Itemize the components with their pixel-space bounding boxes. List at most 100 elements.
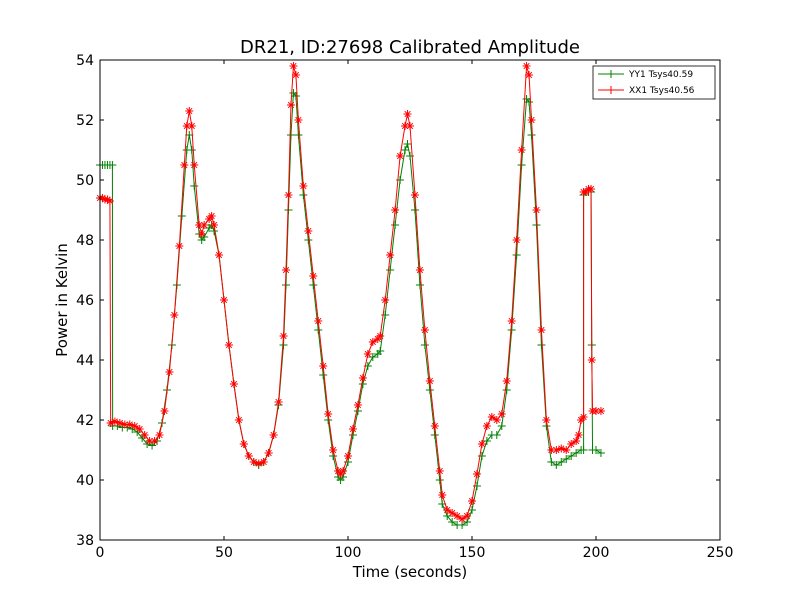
data-point <box>234 416 243 424</box>
data-point <box>197 230 206 238</box>
x-tick-label: 150 <box>459 545 486 561</box>
data-point <box>512 236 521 244</box>
data-point <box>401 146 410 154</box>
data-point <box>525 71 534 79</box>
data-point <box>175 242 184 250</box>
data-point <box>286 131 295 139</box>
data-point <box>557 458 566 466</box>
data-point <box>363 350 372 358</box>
data-point <box>596 407 605 415</box>
data-point <box>502 386 511 394</box>
data-point <box>309 272 318 280</box>
data-point <box>410 206 419 214</box>
data-point <box>368 338 377 346</box>
data-point <box>537 326 546 334</box>
data-point <box>435 476 444 484</box>
x-axis-label: Time (seconds) <box>352 563 468 581</box>
y-tick-label: 50 <box>76 173 94 189</box>
data-point <box>274 398 283 406</box>
data-point <box>155 431 164 439</box>
data-point <box>410 191 419 199</box>
data-point <box>304 236 313 244</box>
x-tick-label: 50 <box>215 545 233 561</box>
data-point <box>537 341 546 349</box>
data-point <box>299 182 308 190</box>
data-point <box>187 146 196 154</box>
data-point <box>319 362 328 370</box>
data-point <box>482 422 491 430</box>
data-point <box>309 281 318 289</box>
data-point <box>299 191 308 199</box>
data-point <box>269 431 278 439</box>
data-point <box>517 146 526 154</box>
data-point <box>314 317 323 325</box>
data-point <box>448 518 457 526</box>
data-point <box>239 440 248 448</box>
data-point <box>165 368 174 376</box>
data-point <box>224 341 233 349</box>
data-point <box>420 341 429 349</box>
data-point <box>527 131 536 139</box>
data-point <box>145 437 154 445</box>
data-point <box>425 386 434 394</box>
data-point <box>314 326 323 334</box>
data-point <box>110 417 119 426</box>
data-point <box>264 449 273 457</box>
data-point <box>552 461 561 469</box>
legend-marker-xx1 <box>607 86 615 94</box>
data-point <box>386 251 395 259</box>
data-point <box>502 377 511 385</box>
data-point <box>487 413 496 421</box>
data-point <box>415 281 424 289</box>
data-point <box>381 311 390 319</box>
y-tick-label: 54 <box>76 53 94 69</box>
data-point <box>525 98 534 106</box>
y-tick-label: 42 <box>76 413 94 429</box>
data-point <box>376 332 385 340</box>
data-point <box>190 182 199 190</box>
data-point <box>294 116 303 124</box>
data-point <box>507 326 516 334</box>
data-point <box>587 185 596 193</box>
data-point <box>572 437 581 445</box>
data-point <box>244 452 253 460</box>
data-point <box>108 161 117 169</box>
data-point <box>329 446 338 454</box>
data-point <box>215 251 224 259</box>
data-point <box>254 459 263 468</box>
data-point <box>304 227 313 235</box>
data-point <box>547 458 556 466</box>
y-tick-label: 44 <box>76 353 94 369</box>
data-point <box>195 221 204 229</box>
data-point <box>430 422 439 430</box>
series-line <box>100 65 601 520</box>
data-point <box>358 374 367 382</box>
data-point <box>458 515 467 523</box>
data-point <box>532 206 541 214</box>
data-point <box>289 62 298 70</box>
data-point <box>492 416 501 424</box>
data-point <box>182 122 191 130</box>
data-point <box>344 452 352 460</box>
data-point <box>557 444 566 453</box>
y-tick-label: 40 <box>76 473 94 489</box>
data-point <box>492 431 501 439</box>
data-point <box>207 212 216 220</box>
data-point <box>160 407 169 415</box>
data-point <box>579 413 588 421</box>
data-point <box>376 347 385 355</box>
legend-frame <box>592 65 716 100</box>
data-point <box>425 377 434 385</box>
plot-frame <box>99 59 721 541</box>
data-point <box>353 401 362 409</box>
data-point <box>229 380 238 388</box>
data-point <box>249 458 258 466</box>
data-point <box>98 194 107 202</box>
data-point <box>472 470 481 478</box>
legend-marker-yy1 <box>607 70 615 78</box>
data-point <box>415 266 424 274</box>
data-point <box>187 122 196 130</box>
x-tick-label: 100 <box>335 545 362 561</box>
data-point <box>286 101 295 109</box>
data-point <box>420 326 429 334</box>
